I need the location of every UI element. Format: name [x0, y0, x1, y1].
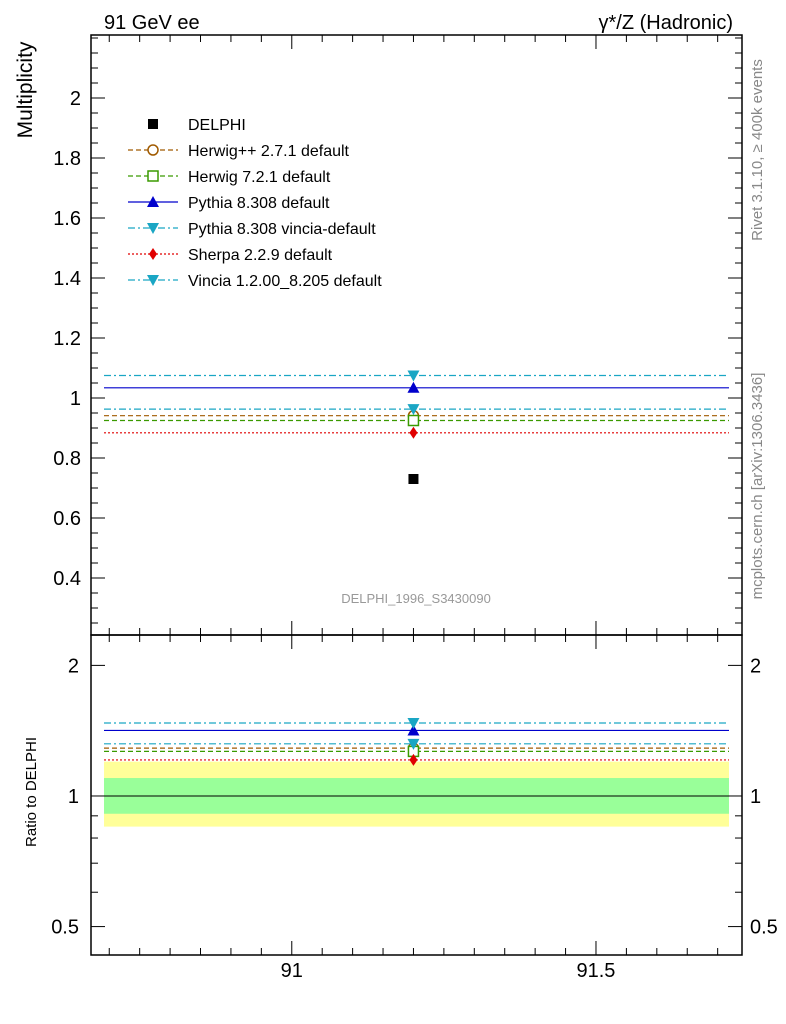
header-left-label: 91 GeV ee — [104, 12, 200, 34]
main-y-tick-label: 1 — [70, 388, 81, 410]
ratio-y-tick-label-right: 0.5 — [750, 917, 778, 939]
main-series-marker-pythia-8-308-vincia-default — [407, 404, 420, 416]
legend-label-sherpa-2-2-9-default: Sherpa 2.2.9 default — [188, 247, 333, 264]
legend-marker-herwig-2-7-1-default — [147, 144, 159, 156]
ratio-y-tick-label-left: 0.5 — [51, 917, 79, 939]
main-series-marker-pythia-8-308-default — [407, 381, 420, 393]
legend-label-vincia-1-2-00-8-205-default: Vincia 1.2.00_8.205 default — [188, 273, 382, 290]
main-series-marker-vincia-1-2-00-8-205-default — [407, 370, 420, 382]
analysis-watermark: DELPHI_1996_S3430090 — [341, 591, 491, 606]
main-series-marker-herwig-7-2-1-default — [407, 414, 420, 427]
main-y-tick-label: 0.4 — [53, 568, 81, 590]
legend-label-herwig-7-2-1-default: Herwig 7.2.1 default — [188, 169, 331, 186]
x-tick-label: 91.5 — [577, 960, 616, 982]
ratio-y-tick-label-right: 2 — [750, 655, 761, 677]
ratio-series-marker-pythia-8-308-vincia-default — [407, 738, 420, 750]
delphi-data-point — [408, 474, 419, 484]
ratio-series-marker-sherpa-2-2-9-default — [409, 753, 418, 766]
legend-marker-delphi — [148, 119, 158, 129]
ratio-series-marker-vincia-1-2-00-8-205-default — [407, 718, 420, 730]
legend-marker-sherpa-2-2-9-default — [149, 248, 157, 260]
main-y-tick-label: 1.4 — [53, 268, 81, 290]
main-y-tick-label: 1.2 — [53, 328, 81, 350]
main-y-tick-label: 1.6 — [53, 208, 81, 230]
axes-and-ticks: 0.4 0.6 0.8 1 1.2 1.4 1.6 1.8 2 0.5 0.5 1 1 2 2 91 91.5 — [51, 35, 778, 982]
ratio-series-marker-pythia-8-308-default — [407, 724, 420, 736]
ratio-y-tick-label-left: 2 — [68, 655, 79, 677]
main-series-marker-sherpa-2-2-9-default — [409, 426, 418, 439]
legend-label-pythia-8-308-default: Pythia 8.308 default — [188, 195, 330, 212]
legend-label-delphi: DELPHI — [188, 117, 246, 134]
mcplots-label: mcplots.cern.ch [arXiv:1306.3436] — [749, 373, 766, 600]
header-right-label: γ*/Z (Hadronic) — [599, 12, 733, 34]
rivet-version-label: Rivet 3.1.10, ≥ 400k events — [749, 59, 766, 241]
legend-label-pythia-8-308-vincia-default: Pythia 8.308 vincia-default — [188, 221, 376, 238]
ratio-y-tick-label-right: 1 — [750, 786, 761, 808]
main-plot-marks — [104, 370, 729, 484]
main-y-tick-label: 0.8 — [53, 448, 81, 470]
legend-marker-herwig-7-2-1-default — [147, 170, 159, 182]
ratio-y-tick-label-left: 1 — [68, 786, 79, 808]
main-y-tick-label: 2 — [70, 88, 81, 110]
ratio-y-axis-label: Ratio to DELPHI — [23, 737, 40, 847]
legend: DELPHI Herwig++ 2.7.1 default Herwig 7.2.1… — [128, 117, 382, 290]
main-y-axis-label: Multiplicity — [14, 41, 37, 138]
legend-marker-pythia-8-308-vincia-default — [147, 223, 159, 234]
ratio-uncertainty-bands — [104, 761, 729, 827]
main-y-tick-label: 0.6 — [53, 508, 81, 530]
legend-marker-vincia-1-2-00-8-205-default — [147, 275, 159, 286]
main-y-tick-label: 1.8 — [53, 148, 81, 170]
legend-label-herwig-2-7-1-default: Herwig++ 2.7.1 default — [188, 143, 350, 160]
x-tick-label: 91 — [281, 960, 303, 982]
ratio-plot-marks — [104, 718, 729, 766]
ratio-plot-frame — [90, 634, 743, 956]
legend-marker-pythia-8-308-default — [147, 196, 159, 207]
